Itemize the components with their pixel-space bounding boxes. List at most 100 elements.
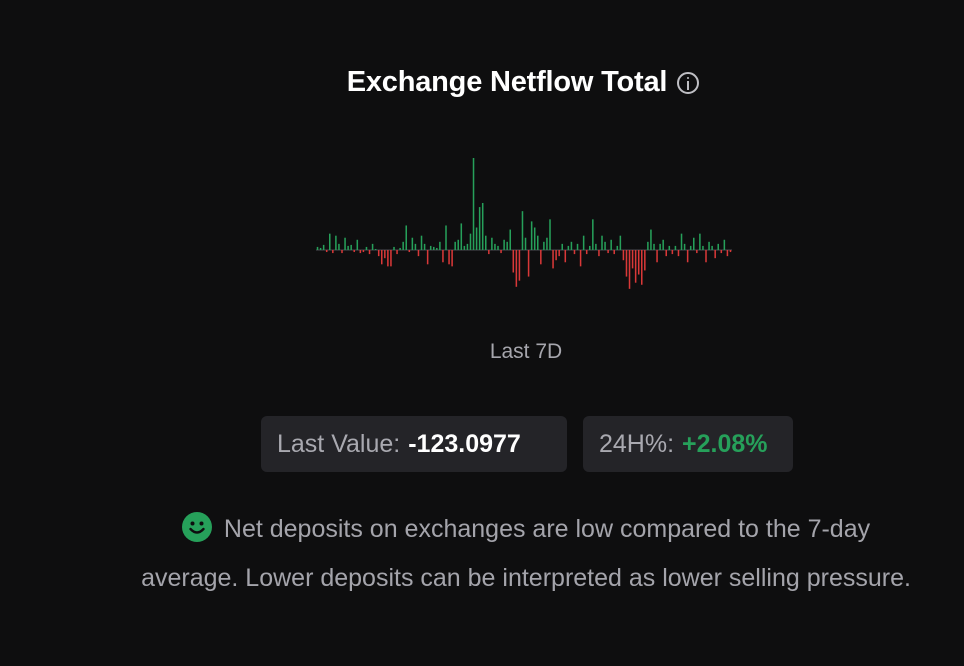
netflow-bar — [524, 237, 527, 250]
netflow-bar — [665, 250, 667, 257]
netflow-bar — [475, 227, 478, 250]
netflow-bar — [579, 250, 582, 267]
netflow-bar — [359, 250, 362, 254]
widget-header: Exchange Netflow Total — [0, 66, 964, 99]
netflow-bar — [371, 243, 374, 250]
netflow-bar — [460, 223, 463, 250]
change-24h-chip: 24H%: +2.08% — [583, 416, 793, 472]
netflow-bar — [705, 250, 707, 263]
netflow-bar — [533, 227, 536, 250]
netflow-bar — [494, 243, 496, 250]
netflow-bar — [702, 245, 704, 250]
netflow-bar — [509, 229, 511, 250]
netflow-bar — [347, 245, 349, 250]
netflow-bar — [390, 250, 392, 267]
netflow-bar — [699, 233, 701, 250]
netflow-bar — [601, 235, 603, 250]
widget-title: Exchange Netflow Total — [346, 66, 668, 98]
netflow-bar — [537, 235, 539, 250]
netflow-bar — [641, 250, 643, 285]
netflow-bar — [319, 247, 322, 250]
netflow-bar — [686, 250, 689, 263]
netflow-bar — [469, 233, 472, 250]
last-value-number: -123.0977 — [408, 429, 521, 458]
netflow-bar — [543, 241, 545, 250]
netflow-bar — [322, 244, 325, 250]
netflow-bar — [671, 250, 674, 255]
netflow-bar — [530, 221, 533, 250]
netflow-bar — [677, 250, 680, 257]
netflow-bar — [656, 250, 658, 263]
netflow-bar — [668, 245, 671, 250]
netflow-bar — [540, 250, 542, 265]
netflow-bar — [662, 239, 664, 250]
netflow-bar — [549, 219, 551, 250]
netflow-bar — [417, 250, 420, 257]
insight-text: Net deposits on exchanges are low compar… — [141, 515, 911, 592]
netflow-bar — [445, 225, 447, 250]
netflow-bar — [368, 250, 371, 255]
netflow-bar — [396, 250, 398, 255]
netflow-bar — [377, 250, 380, 257]
netflow-bar — [585, 250, 588, 255]
netflow-sparkline — [316, 158, 732, 289]
netflow-bar — [674, 245, 677, 250]
netflow-bar — [573, 250, 576, 255]
netflow-bar — [689, 245, 692, 250]
netflow-bar — [552, 250, 554, 269]
netflow-bar — [393, 246, 395, 250]
netflow-bar — [503, 239, 505, 250]
netflow-bar — [546, 237, 548, 250]
netflow-bar — [515, 250, 518, 287]
info-icon[interactable] — [677, 71, 700, 94]
netflow-bar — [693, 237, 695, 250]
insight-message: Net deposits on exchanges are low compar… — [130, 505, 922, 603]
netflow-bar — [589, 245, 591, 250]
netflow-bar — [457, 239, 459, 250]
netflow-bar — [607, 250, 609, 254]
netflow-bar — [512, 250, 515, 273]
netflow-bar — [723, 239, 726, 250]
netflow-bar — [387, 250, 389, 267]
netflow-bar — [451, 250, 453, 267]
netflow-bar — [647, 241, 649, 250]
netflow-bar — [329, 233, 331, 250]
netflow-bar — [729, 250, 732, 253]
netflow-bar — [497, 245, 499, 250]
netflow-bar — [481, 202, 484, 250]
netflow-bar — [576, 243, 579, 250]
netflow-bar — [659, 243, 661, 250]
netflow-bar — [463, 245, 466, 250]
netflow-bar — [644, 250, 646, 271]
netflow-bar — [561, 243, 563, 250]
last-value-chip: Last Value: -123.0977 — [261, 416, 567, 472]
netflow-bar — [491, 237, 493, 250]
netflow-bar — [610, 239, 612, 250]
netflow-bar — [527, 250, 530, 277]
netflow-bar — [344, 237, 346, 250]
netflow-bar — [506, 241, 508, 250]
netflow-bar — [436, 247, 438, 250]
netflow-bar — [478, 207, 481, 250]
netflow-bar — [567, 245, 570, 250]
netflow-bar — [555, 250, 557, 261]
netflow-bar — [429, 245, 432, 250]
netflow-bar — [411, 237, 414, 250]
netflow-bar — [439, 241, 441, 250]
netflow-bar — [582, 235, 585, 250]
netflow-bar — [631, 250, 634, 269]
netflow-bar — [628, 250, 631, 289]
netflow-bar — [720, 250, 723, 254]
netflow-bar — [714, 250, 716, 259]
netflow-bar — [381, 250, 383, 265]
netflow-bar — [696, 250, 698, 254]
netflow-bar — [717, 243, 719, 250]
netflow-bar — [399, 247, 401, 250]
netflow-bar — [622, 250, 625, 261]
change-24h-number: +2.08% — [682, 429, 768, 458]
netflow-bar — [619, 235, 622, 250]
netflow-bar — [726, 250, 729, 257]
netflow-bar — [353, 250, 355, 253]
period-label: Last 7D — [489, 340, 563, 363]
